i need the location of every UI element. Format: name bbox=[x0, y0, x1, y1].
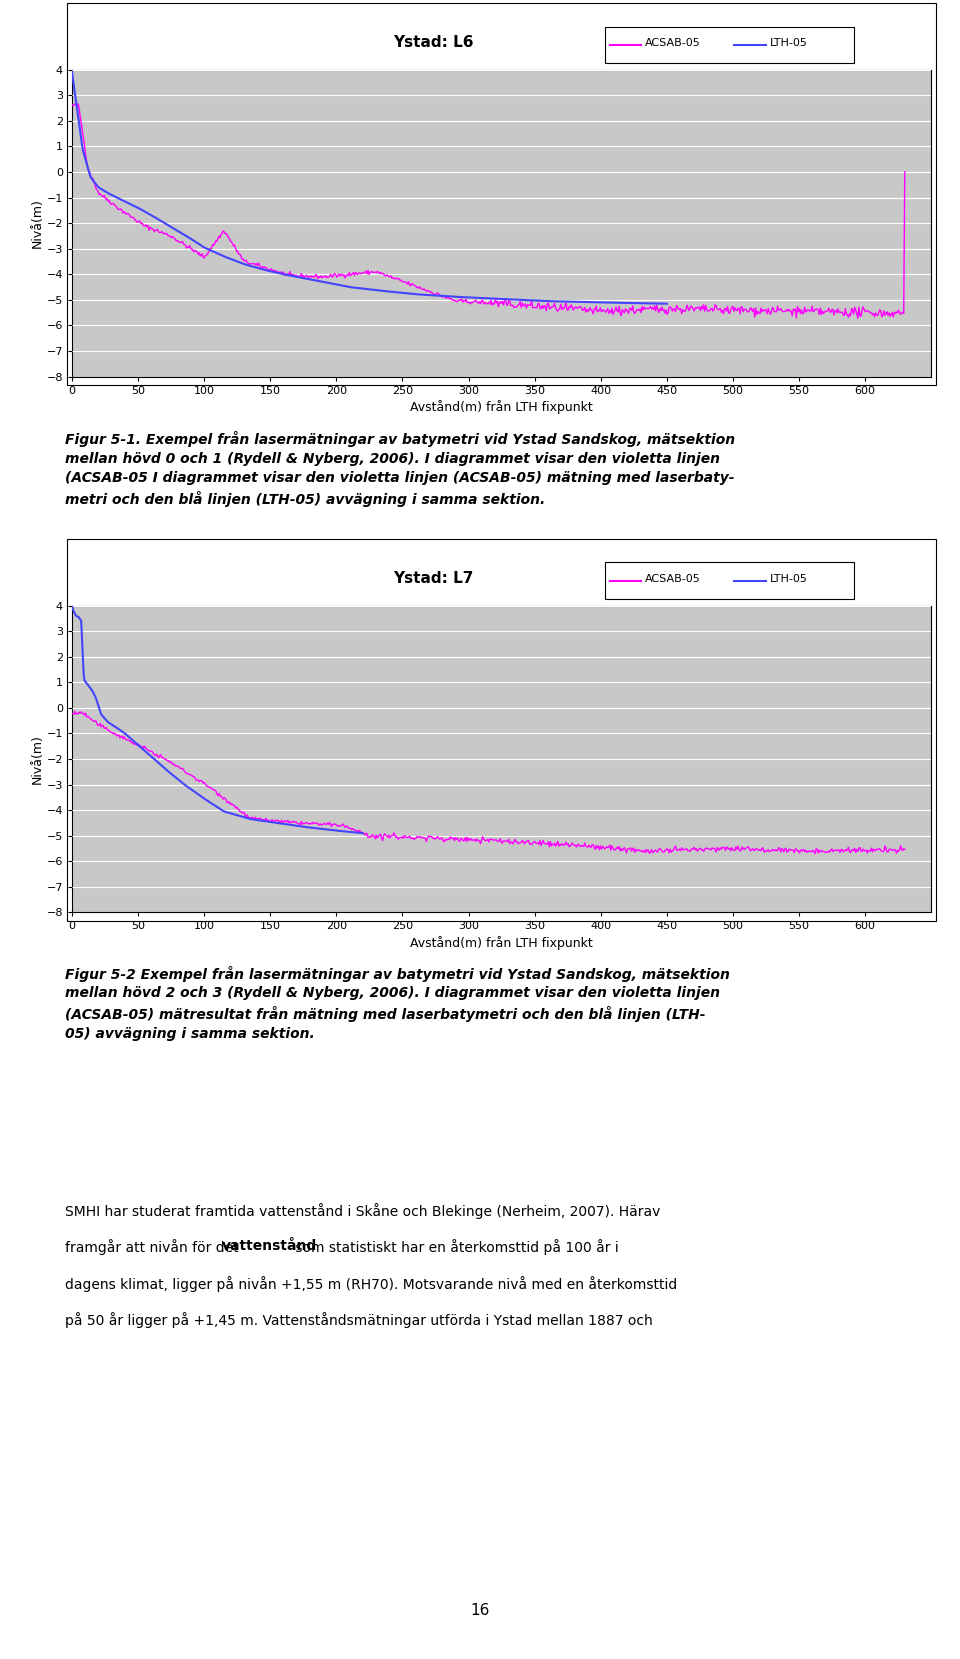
X-axis label: Avstånd(m) från LTH fixpunkt: Avstånd(m) från LTH fixpunkt bbox=[410, 400, 593, 413]
Text: ACSAB-05: ACSAB-05 bbox=[645, 574, 701, 584]
Text: LTH-05: LTH-05 bbox=[770, 576, 807, 586]
Text: ACSAB-05: ACSAB-05 bbox=[645, 40, 701, 50]
Text: ACSAB-05: ACSAB-05 bbox=[645, 576, 701, 586]
Text: på 50 år ligger på +1,45 m. Vattenståndsmätningar utförda i Ystad mellan 1887 oc: på 50 år ligger på +1,45 m. Vattenstånds… bbox=[65, 1312, 653, 1329]
Text: LTH-05: LTH-05 bbox=[770, 38, 807, 48]
Text: framgår att nivån för det: framgår att nivån för det bbox=[65, 1239, 243, 1256]
Text: dagens klimat, ligger på nivån +1,55 m (RH70). Motsvarande nivå med en återkomst: dagens klimat, ligger på nivån +1,55 m (… bbox=[65, 1276, 678, 1292]
Text: SMHI har studerat framtida vattenstånd i Skåne och Blekinge (Nerheim, 2007). Här: SMHI har studerat framtida vattenstånd i… bbox=[65, 1203, 660, 1219]
Text: Ystad: L6: Ystad: L6 bbox=[393, 35, 473, 50]
Text: som statistiskt har en återkomsttid på 100 år i: som statistiskt har en återkomsttid på 1… bbox=[291, 1239, 618, 1256]
Text: Figur 5-2 Exempel från lasermätningar av batymetri vid Ystad Sandskog, mätsektio: Figur 5-2 Exempel från lasermätningar av… bbox=[65, 966, 731, 1042]
Text: vattenstånd: vattenstånd bbox=[222, 1239, 317, 1253]
Text: ACSAB-05: ACSAB-05 bbox=[645, 38, 701, 48]
X-axis label: Avstånd(m) från LTH fixpunkt: Avstånd(m) från LTH fixpunkt bbox=[410, 936, 593, 949]
Text: LTH-05: LTH-05 bbox=[770, 574, 807, 584]
Y-axis label: Nivå(m): Nivå(m) bbox=[31, 197, 44, 249]
Text: Ystad: L7: Ystad: L7 bbox=[393, 571, 473, 586]
Text: Figur 5-1. Exempel från lasermätningar av batymetri vid Ystad Sandskog, mätsekti: Figur 5-1. Exempel från lasermätningar a… bbox=[65, 431, 735, 508]
Text: LTH-05: LTH-05 bbox=[770, 40, 807, 50]
Y-axis label: Nivå(m): Nivå(m) bbox=[31, 733, 44, 785]
Text: 16: 16 bbox=[470, 1603, 490, 1618]
